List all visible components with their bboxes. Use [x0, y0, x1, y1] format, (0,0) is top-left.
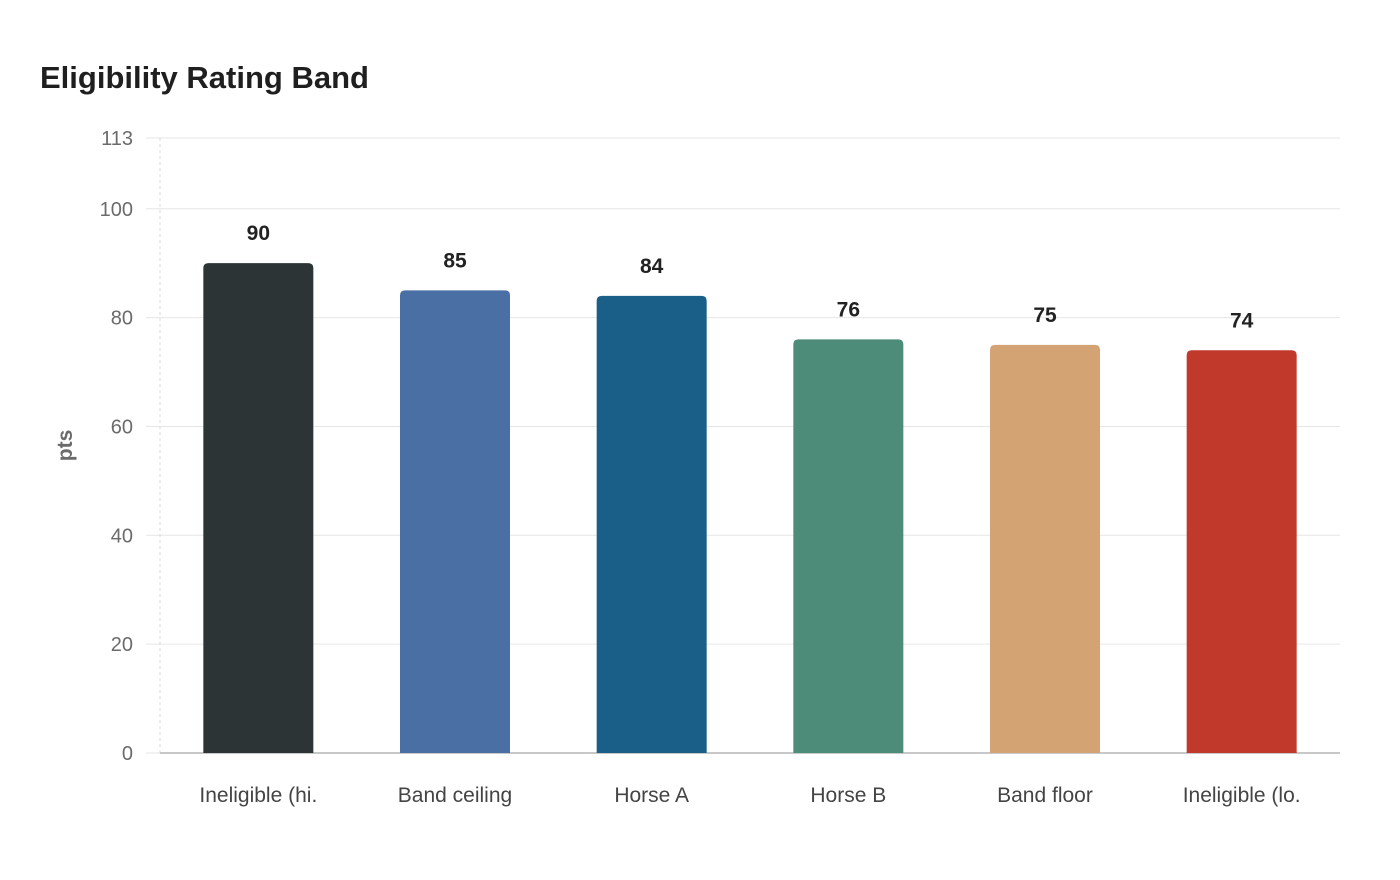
y-tick-label: 113 — [101, 128, 133, 150]
axes — [159, 138, 1340, 754]
gridlines — [146, 137, 1340, 754]
y-tick-label: 60 — [111, 416, 133, 438]
y-tick-label: 80 — [111, 308, 133, 330]
y-tick-label: 100 — [100, 199, 133, 221]
y-tick-label: 40 — [111, 525, 133, 547]
x-tick-label: Horse A — [614, 784, 689, 807]
data-label: 75 — [1033, 304, 1057, 327]
data-label: 85 — [443, 249, 467, 272]
data-label: 74 — [1230, 309, 1254, 332]
data-label: 84 — [640, 255, 664, 278]
bar — [596, 295, 707, 753]
data-label: 76 — [837, 298, 860, 321]
bar — [203, 263, 314, 753]
bar — [400, 290, 510, 753]
y-tick-label: 0 — [122, 743, 133, 765]
bars — [203, 263, 1297, 753]
x-tick-label: Ineligible (hi. — [199, 784, 317, 807]
y-axis-title: pts — [54, 430, 77, 462]
x-tick-label: Horse B — [810, 784, 886, 807]
bar — [793, 339, 904, 753]
x-tick-label: Band ceiling — [398, 784, 512, 807]
bar — [990, 344, 1100, 753]
chart-title: Eligibility Rating Band — [40, 60, 369, 95]
x-tick-label: Ineligible (lo. — [1183, 784, 1301, 807]
bar — [1186, 350, 1297, 753]
y-tick-label: 20 — [111, 634, 133, 656]
data-label: 90 — [247, 222, 270, 245]
labels: 0 20 40 60 80 100 113 90 Ineligible (hi. 85 Band c… — [100, 128, 1301, 807]
x-tick-label: Band floor — [997, 784, 1093, 807]
